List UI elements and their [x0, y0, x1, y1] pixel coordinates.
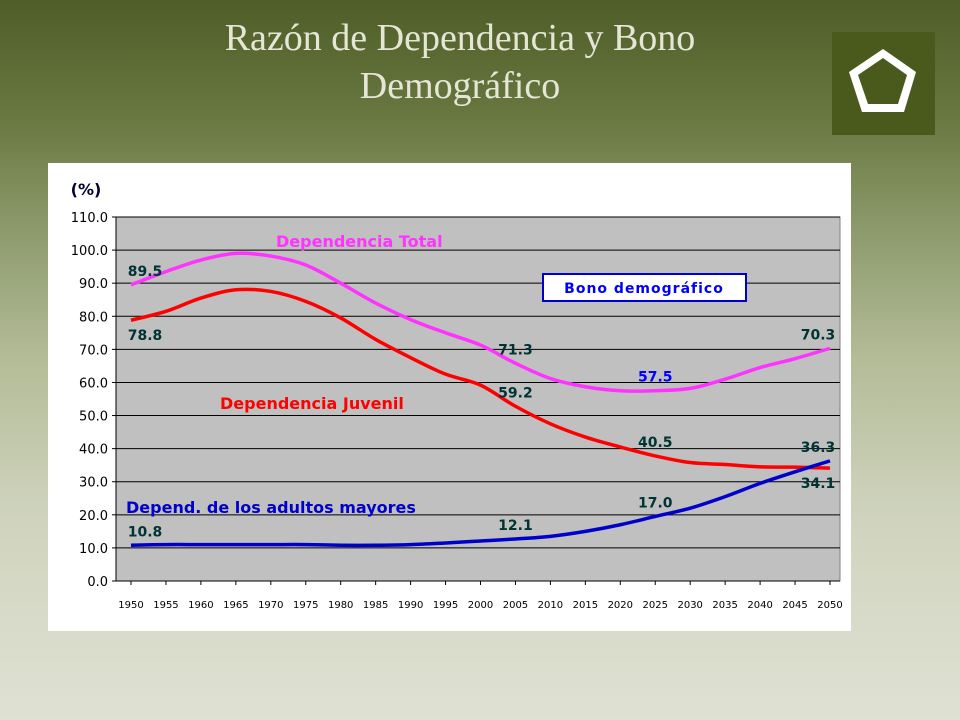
- y-tick-label: 50.0: [79, 410, 108, 425]
- bono-callout-text: Bono demográfico: [564, 281, 724, 297]
- value-label: 70.3: [801, 327, 836, 343]
- x-tick-label: 1990: [398, 600, 423, 611]
- y-tick-label: 30.0: [79, 476, 108, 491]
- y-tick-label: 100.0: [71, 244, 108, 259]
- x-tick-label: 1970: [258, 600, 283, 611]
- y-tick-label: 10.0: [79, 542, 108, 557]
- x-tick-label: 1980: [328, 600, 353, 611]
- value-label: 40.5: [638, 435, 673, 451]
- bono-callout-box: [542, 273, 747, 302]
- y-tick-label: 0.0: [87, 575, 108, 590]
- x-tick-label: 1995: [433, 600, 458, 611]
- value-label: 34.1: [801, 476, 836, 492]
- x-tick-label: 2050: [817, 600, 842, 611]
- title-line-1: Razón de Dependencia y Bono: [224, 17, 696, 59]
- value-label: 89.5: [128, 264, 163, 280]
- x-tick-label: 1985: [363, 600, 388, 611]
- series-dependencia-juvenil-line: [130, 287, 831, 470]
- series-label-adultos: Depend. de los adultos mayores: [126, 498, 416, 517]
- value-label: 78.8: [128, 328, 163, 344]
- x-tick-label: 2000: [468, 600, 493, 611]
- value-label: 71.3: [498, 342, 533, 358]
- y-axis-label: (%): [71, 180, 102, 199]
- page-title: Razón de Dependencia y Bono Demográfico: [150, 14, 770, 110]
- x-tick-label: 1960: [188, 600, 213, 611]
- x-tick-label: 1975: [293, 600, 318, 611]
- value-label: 17.0: [638, 495, 673, 511]
- value-label: 12.1: [498, 518, 533, 534]
- x-tick-label: 1965: [223, 600, 248, 611]
- dependency-ratio-chart: 0.0 10.0 20.0 30.0 40.0 50.0 60.0 70.0 80.0 90.0 1…: [71, 180, 843, 611]
- title-line-2: Demográfico: [359, 65, 561, 107]
- pentagon-logo-icon: [849, 49, 916, 112]
- y-tick-label: 80.0: [79, 310, 108, 325]
- value-label: 36.3: [801, 440, 836, 456]
- series-label-total: Dependencia Total: [276, 232, 443, 251]
- x-tick-label: 2025: [643, 600, 668, 611]
- x-tick-label: 2045: [782, 600, 807, 611]
- series-adultos-mayores-line: [130, 459, 831, 548]
- chart-panel: 0.0 10.0 20.0 30.0 40.0 50.0 60.0 70.0 80.0 90.0 1…: [48, 163, 851, 631]
- y-tick-label: 110.0: [71, 211, 108, 226]
- y-tick-label: 20.0: [79, 509, 108, 524]
- x-tick-label: 1950: [118, 600, 143, 611]
- x-tick-label: 2035: [712, 600, 737, 611]
- x-tick-label: 2015: [573, 600, 598, 611]
- x-tick-label: 1955: [153, 600, 178, 611]
- x-tick-label: 2040: [747, 600, 772, 611]
- value-label: 57.5: [638, 370, 673, 386]
- x-tick-label: 2020: [608, 600, 633, 611]
- y-tick-label: 60.0: [79, 376, 108, 391]
- value-label: 59.2: [498, 385, 533, 401]
- series-dependencia-total-line: [130, 251, 831, 393]
- y-tick-label: 70.0: [79, 343, 108, 358]
- x-tick-label: 2005: [503, 600, 528, 611]
- y-tick-label: 90.0: [79, 277, 108, 292]
- value-label: 10.8: [128, 524, 163, 540]
- x-tick-label: 2030: [677, 600, 702, 611]
- y-tick-label: 40.0: [79, 443, 108, 458]
- x-tick-label: 2010: [538, 600, 563, 611]
- pentagon-logo: [832, 32, 935, 135]
- series-label-juvenil: Dependencia Juvenil: [220, 394, 404, 413]
